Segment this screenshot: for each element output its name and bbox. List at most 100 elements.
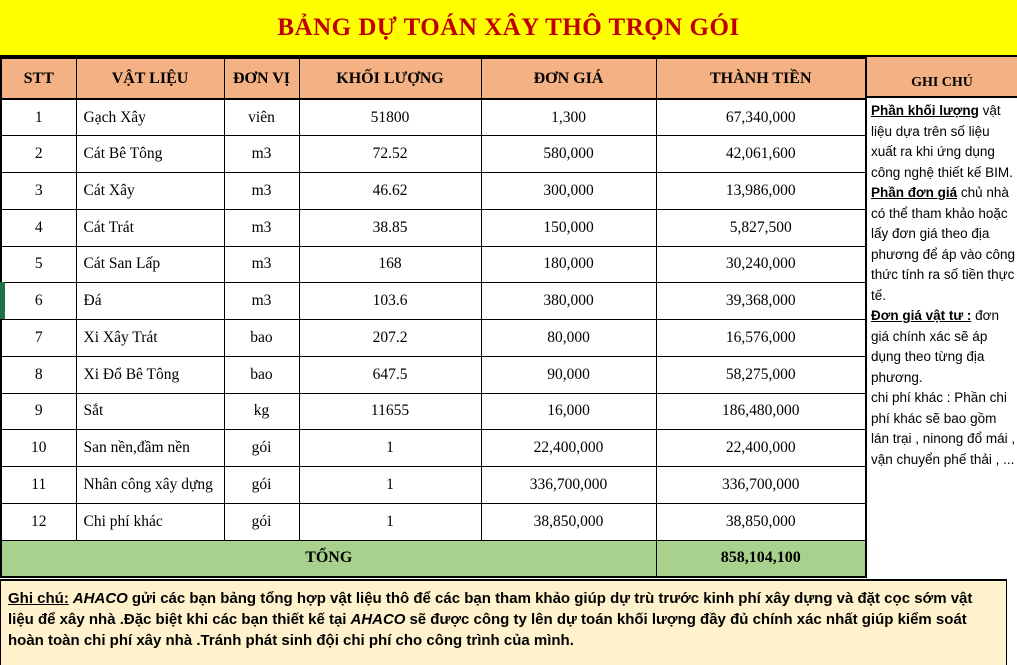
cell-stt: 3 [0, 172, 77, 210]
cell-quantity: 1 [298, 466, 482, 504]
table-row: 11 Nhân công xây dựng gói 1 336,700,000 … [0, 466, 867, 504]
cell-unit-price: 16,000 [480, 392, 657, 431]
cell-quantity: 72.52 [298, 135, 482, 173]
cell-stt: 12 [0, 502, 77, 541]
notes-header: GHI CHÚ [867, 57, 1017, 98]
cell-quantity: 1 [298, 429, 482, 467]
table-row: 9 Sắt kg 11655 16,000 186,480,000 [0, 392, 867, 431]
cell-unit: kg [223, 392, 300, 431]
cell-amount: 39,368,000 [655, 282, 867, 320]
notes-column: GHI CHÚ Phần khối lượng vật liệu dựa trê… [867, 57, 1017, 578]
cell-amount: 58,275,000 [655, 355, 867, 394]
cell-amount: 38,850,000 [655, 502, 867, 541]
cell-unit-price: 90,000 [480, 355, 657, 394]
note-text: vật liệu dựa trên số liệu xuất ra khi ứn… [871, 103, 1013, 180]
total-label: TỔNG [0, 539, 657, 578]
note-item: Đơn giá vật tư : đơn giá chính xác sẽ áp… [871, 306, 1016, 388]
note-item: Phần khối lượng vật liệu dựa trên số liệ… [871, 101, 1016, 183]
cell-unit-price: 180,000 [480, 245, 657, 284]
table-row: 10 San nền,đầm nền gói 1 22,400,000 22,4… [0, 429, 867, 467]
cell-quantity: 11655 [298, 392, 482, 431]
cell-material: Xi Đổ Bê Tông [75, 355, 225, 394]
cell-quantity: 46.62 [298, 172, 482, 210]
cell-quantity: 168 [298, 245, 482, 284]
total-row: TỔNG 858,104,100 [0, 539, 867, 578]
cell-amount: 42,061,600 [655, 135, 867, 173]
footer-note: Ghi chú: AHACO gửi các bạn bảng tổng hợp v… [0, 579, 1007, 665]
table-row: 8 Xi Đổ Bê Tông bao 647.5 90,000 58,275,… [0, 355, 867, 394]
cell-unit: m3 [223, 208, 300, 247]
cell-quantity: 1 [298, 502, 482, 541]
col-header-material: VẬT LIỆU [75, 57, 225, 100]
cell-unit: bao [223, 355, 300, 394]
note-label: Phần đơn giá [871, 185, 958, 200]
cell-amount: 22,400,000 [655, 429, 867, 467]
cell-material: Cát Trát [75, 208, 225, 247]
footer-text: sẽ được công ty lên dự toán khối lượng đ… [8, 611, 967, 649]
cell-stt: 7 [0, 319, 77, 357]
cell-material: Nhân công xây dựng [75, 466, 225, 504]
cell-stt: 2 [0, 135, 77, 173]
cell-unit-price: 580,000 [480, 135, 657, 173]
cell-quantity: 103.6 [298, 282, 482, 320]
col-header-stt: STT [0, 57, 77, 100]
note-text: đơn giá chính xác sẽ áp dụng theo từng đ… [871, 308, 1000, 385]
table-row: 7 Xi Xây Trát bao 207.2 80,000 16,576,00… [0, 319, 867, 357]
note-item: Phần đơn giá chủ nhà có thể tham khảo ho… [871, 183, 1016, 306]
active-row-marker [0, 282, 5, 319]
cell-quantity: 207.2 [298, 319, 482, 357]
cell-material: Gạch Xây [75, 98, 225, 137]
cell-amount: 5,827,500 [655, 208, 867, 247]
cell-amount: 186,480,000 [655, 392, 867, 431]
footer-right-gap [1007, 579, 1017, 665]
cell-material: San nền,đầm nền [75, 429, 225, 467]
table-row: 4 Cát Trát m3 38.85 150,000 5,827,500 [0, 208, 867, 247]
total-value: 858,104,100 [655, 539, 867, 578]
cell-unit: gói [223, 429, 300, 467]
note-text: chi phí khác : Phần chi phí khác sẽ bao … [871, 390, 1016, 467]
notes-body: Phần khối lượng vật liệu dựa trên số liệ… [867, 98, 1017, 470]
col-header-unit-price: ĐƠN GIÁ [480, 57, 657, 100]
cost-table: STT VẬT LIỆU ĐƠN VỊ KHỐI LƯỢNG ĐƠN GIÁ T… [0, 57, 867, 578]
col-header-amount: THÀNH TIỀN [655, 57, 867, 100]
cell-material: Xi Xây Trát [75, 319, 225, 357]
cell-unit-price: 380,000 [480, 282, 657, 320]
col-header-quantity: KHỐI LƯỢNG [298, 57, 482, 100]
cell-unit: viên [223, 98, 300, 137]
cell-stt: 11 [0, 466, 77, 504]
table-row: 5 Cát San Lấp m3 168 180,000 30,240,000 [0, 245, 867, 284]
cell-quantity: 38.85 [298, 208, 482, 247]
col-header-unit: ĐƠN VỊ [223, 57, 300, 100]
cell-amount: 336,700,000 [655, 466, 867, 504]
cell-unit-price: 300,000 [480, 172, 657, 210]
sheet-body: STT VẬT LIỆU ĐƠN VỊ KHỐI LƯỢNG ĐƠN GIÁ T… [0, 57, 1017, 578]
cell-stt: 10 [0, 429, 77, 467]
sheet-title-bar: BẢNG DỰ TOÁN XÂY THÔ TRỌN GÓI [0, 0, 1017, 57]
cell-unit-price: 38,850,000 [480, 502, 657, 541]
footer-brand: AHACO [72, 590, 128, 607]
cell-material: Cát San Lấp [75, 245, 225, 284]
footer-label: Ghi chú: [8, 590, 69, 607]
cell-unit: bao [223, 319, 300, 357]
table-row: 1 Gạch Xây viên 51800 1,300 67,340,000 [0, 98, 867, 137]
cell-unit: m3 [223, 245, 300, 284]
note-text: chủ nhà có thể tham khảo hoặc lấy đơn gi… [871, 185, 1015, 303]
cell-quantity: 647.5 [298, 355, 482, 394]
cell-quantity: 51800 [298, 98, 482, 137]
table-row: 6 Đá m3 103.6 380,000 39,368,000 [0, 282, 867, 320]
cell-unit-price: 80,000 [480, 319, 657, 357]
cell-amount: 13,986,000 [655, 172, 867, 210]
cell-unit-price: 336,700,000 [480, 466, 657, 504]
cell-unit-price: 1,300 [480, 98, 657, 137]
cell-stt: 8 [0, 355, 77, 394]
footer-row: Ghi chú: AHACO gửi các bạn bảng tổng hợp v… [0, 579, 1017, 665]
cell-material: Đá [75, 282, 225, 320]
note-label: Phần khối lượng [871, 103, 979, 118]
cell-unit: m3 [223, 135, 300, 173]
cell-stt: 5 [0, 245, 77, 284]
table-row: 12 Chi phí khác gói 1 38,850,000 38,850,… [0, 502, 867, 541]
footer-brand: AHACO [350, 611, 406, 628]
cell-unit: m3 [223, 172, 300, 210]
footer-text: gửi các bạn bảng tổng hợp vật liệu thô đ… [8, 590, 973, 628]
